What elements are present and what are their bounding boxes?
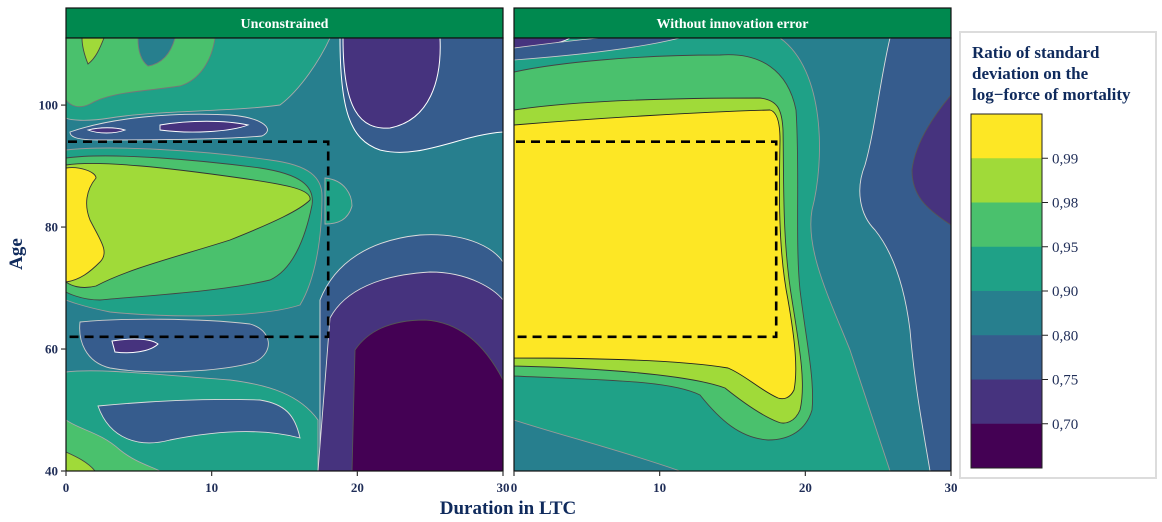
contour-region-098-center: [66, 163, 311, 288]
legend-label: 0,70: [1052, 417, 1078, 433]
contour-region-070-topright: [342, 38, 441, 129]
legend-label: 0,90: [1052, 284, 1078, 300]
legend-label: 0,98: [1052, 196, 1078, 212]
legend-label: 0,75: [1052, 373, 1078, 389]
legend-title-line-1: Ratio of standard: [972, 43, 1100, 62]
legend-swatch: [971, 114, 1042, 159]
contour-region-070-island: [111, 338, 159, 354]
x-tick-label: 20: [799, 480, 812, 495]
x-tick-label: 20: [351, 480, 364, 495]
panel-unconstrained: Unconstrained: [65, 7, 504, 472]
y-axis: 40 60 80 100: [39, 98, 66, 479]
contour-region-070-minus: [351, 319, 503, 471]
y-axis-title: Age: [6, 238, 27, 270]
x-axis-right: 0 10 20 30: [511, 471, 958, 495]
legend-swatch: [971, 291, 1042, 336]
contour-region-098-top: [81, 38, 105, 65]
legend-label: 0,95: [1052, 240, 1078, 256]
x-axis-left: 0 10 20 30: [63, 471, 510, 495]
legend-label: 0,99: [1052, 151, 1078, 167]
panel-border: [65, 37, 504, 472]
legend-title-line-3: log−force of mortality: [972, 85, 1131, 104]
contour-fills: [66, 38, 503, 471]
contour-region-099-plus: [66, 167, 105, 283]
contour-region-075-topleft: [514, 38, 681, 61]
legend-swatch: [971, 158, 1042, 203]
contour-region-070-island-b: [159, 120, 250, 133]
legend-swatch: [971, 335, 1042, 380]
panel-border: [513, 37, 952, 472]
contour-region-075-mid: [79, 318, 269, 373]
legend-swatch: [971, 379, 1042, 425]
x-axis-title: Duration in LTC: [440, 498, 577, 519]
legend-swatch: [971, 246, 1042, 292]
x-tick-label: 10: [205, 480, 218, 495]
x-tick-label: 30: [497, 480, 510, 495]
contour-region-098-bottom: [66, 451, 96, 471]
contour-region-080-top-notch: [137, 38, 176, 67]
strip-title: Unconstrained: [241, 17, 329, 32]
x-tick-label: 0: [511, 480, 518, 495]
strip-title: Without innovation error: [657, 17, 809, 32]
panel-without-innovation-error: Without innovation error: [513, 7, 952, 472]
x-tick-label: 0: [63, 480, 70, 495]
contour-fills: [514, 38, 951, 471]
legend-title-line-2: deviation on the: [972, 64, 1089, 83]
contour-region-099-plus: [514, 109, 797, 400]
legend-swatch: [971, 202, 1042, 248]
strip-background: [65, 7, 504, 39]
contour-region-070-right: [911, 94, 951, 226]
contour-region-070-island-a: [86, 127, 127, 134]
highlight-rectangle: [516, 140, 778, 339]
legend-swatch: [971, 423, 1042, 469]
legend: Ratio of standard deviation on the log−f…: [959, 31, 1157, 479]
x-tick-label: 10: [653, 480, 666, 495]
strip-background: [513, 7, 952, 39]
highlight-rectangle: [68, 140, 330, 339]
y-tick-label: 80: [45, 220, 58, 235]
y-tick-label: 100: [39, 98, 59, 113]
contour-region-090-spur: [324, 177, 353, 225]
y-tick-label: 40: [45, 464, 58, 479]
contour-region-075-low: [97, 399, 301, 444]
x-tick-label: 30: [945, 480, 958, 495]
legend-label: 0,80: [1052, 328, 1078, 344]
contour-region-095-top: [66, 38, 216, 108]
contour-region-095-bottom: [66, 419, 161, 471]
legend-colorbar: 0,99 0,98 0,95 0,90 0,80 0,75 0,70: [970, 113, 1078, 469]
y-tick-label: 60: [45, 342, 58, 357]
